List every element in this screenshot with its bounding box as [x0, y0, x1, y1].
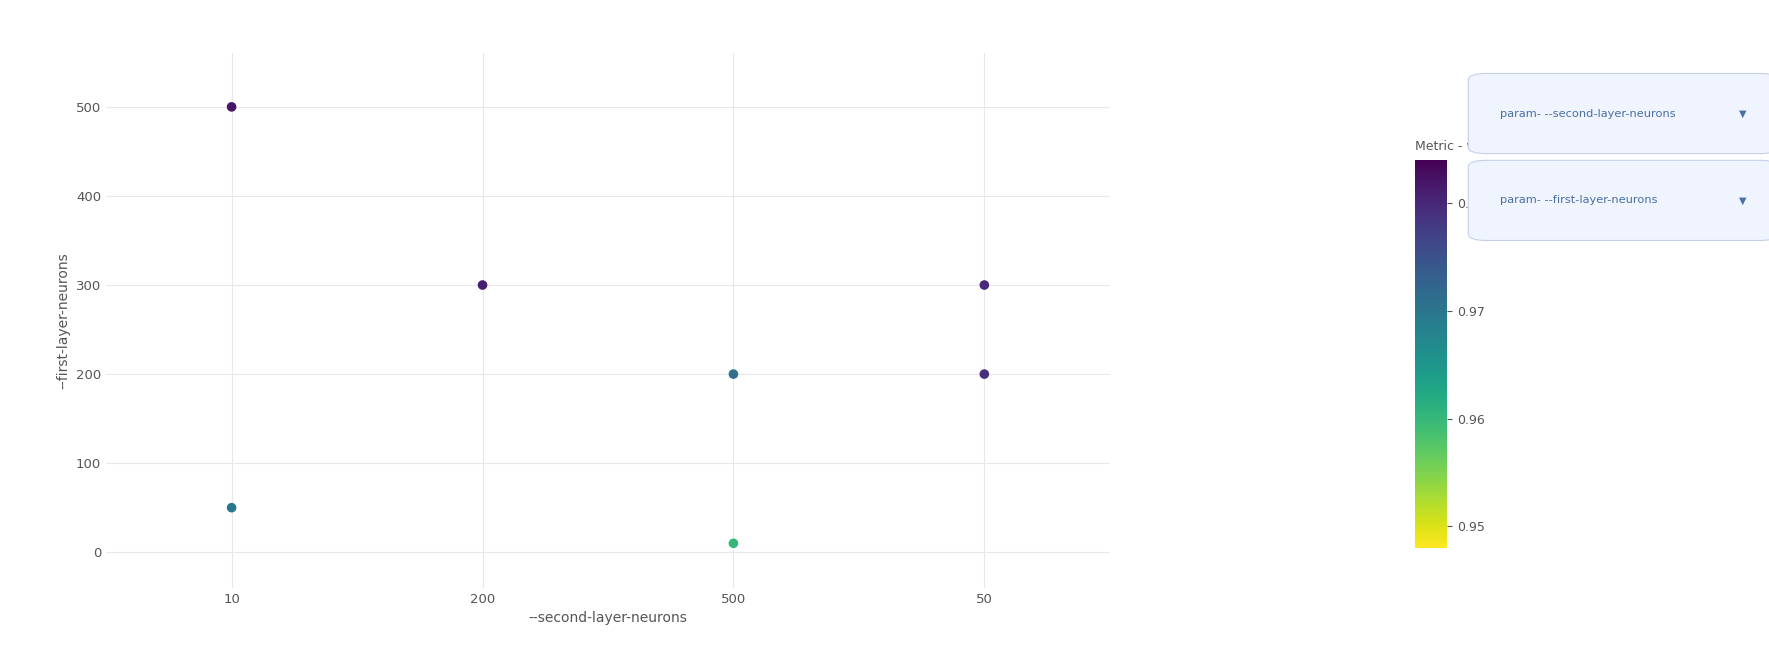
Y-axis label: --first-layer-neurons: --first-layer-neurons: [57, 253, 71, 389]
Text: param- --second-layer-neurons: param- --second-layer-neurons: [1500, 109, 1675, 118]
Text: Metric - validation_acc: Metric - validation_acc: [1415, 139, 1557, 152]
Text: param- --first-layer-neurons: param- --first-layer-neurons: [1500, 196, 1658, 205]
Text: ▼: ▼: [1739, 109, 1746, 118]
Point: [218, 502, 246, 513]
Text: ▼: ▼: [1739, 196, 1746, 205]
Point: [969, 280, 998, 291]
Point: [720, 369, 748, 379]
Point: [469, 280, 497, 291]
X-axis label: --second-layer-neurons: --second-layer-neurons: [529, 611, 688, 625]
Point: [218, 102, 246, 112]
Point: [720, 538, 748, 548]
Point: [969, 369, 998, 379]
